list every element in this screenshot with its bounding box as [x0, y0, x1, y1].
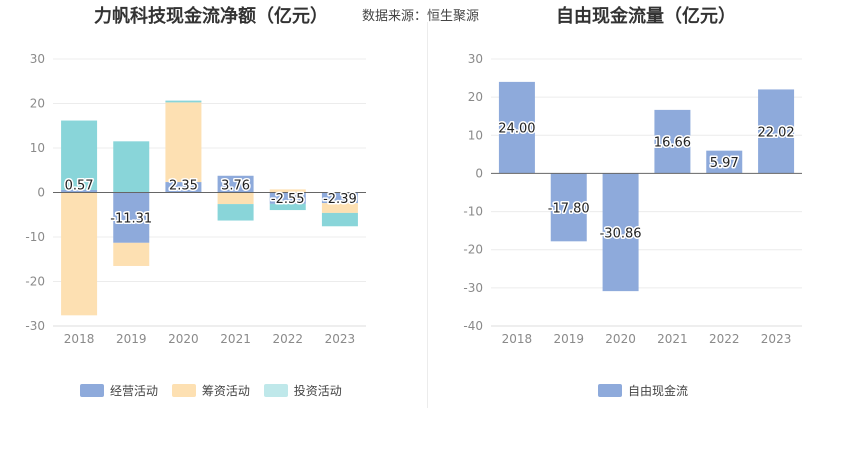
chart1-x-tick-label: 2022 [709, 332, 740, 346]
chart0-bar [61, 189, 98, 193]
chart0-bar [217, 192, 254, 205]
chart0-bar [217, 175, 254, 193]
chart0-bar [165, 100, 202, 103]
chart1-y-tick-label: -20 [463, 243, 483, 257]
chart1-data-label: -30.86 [600, 226, 642, 241]
chart0-x-tick-label: 2021 [220, 332, 251, 346]
chart0-bar [113, 192, 150, 243]
chart1-x-tick-label: 2019 [553, 332, 584, 346]
chart0-bar [113, 141, 150, 193]
chart1-y-tick-label: -30 [463, 281, 483, 295]
chart1-y-tick-label: 20 [468, 90, 483, 104]
chart0-data-label: -2.39 [323, 192, 357, 207]
legend-swatch-investing [263, 384, 288, 397]
chart0-x-tick-label: 2019 [116, 332, 147, 346]
legend-swatch-operating [80, 384, 104, 397]
chart0-x-tick-label: 2020 [168, 332, 199, 346]
chart0-bar [113, 242, 150, 266]
chart0-bar [321, 212, 358, 227]
chart0-bar [165, 102, 202, 183]
chart0-bar [269, 189, 306, 193]
chart1-data-label: 22.02 [757, 125, 794, 140]
chart1-data-label: 24.00 [498, 122, 535, 137]
right-chart-title: 自由现金流量（亿元） [556, 6, 736, 27]
chart1-bar [550, 173, 587, 242]
chart1-y-tick-label: 0 [475, 166, 483, 180]
legend-label-free-cash-flow: 自由现金流 [628, 384, 689, 398]
chart1-data-label: -17.80 [548, 201, 590, 216]
legend-label-financing: 筹资活动 [201, 384, 250, 398]
legend-item-financing[interactable]: 筹资活动 [171, 382, 250, 399]
chart0-bar [61, 192, 98, 316]
chart0-y-tick-label: 20 [30, 97, 45, 111]
chart1-bar [654, 109, 691, 174]
chart0-data-label: -2.55 [271, 192, 305, 207]
chart0-y-tick-label: -30 [25, 319, 45, 333]
legend-swatch-financing [171, 384, 196, 397]
chart0-bar [61, 120, 98, 190]
chart0-x-tick-label: 2018 [64, 332, 95, 346]
chart1-x-tick-label: 2023 [761, 332, 792, 346]
chart0-data-label: 2.35 [169, 179, 198, 194]
chart0-data-label: 3.76 [221, 179, 250, 194]
chart0-bar [217, 204, 254, 221]
right-chart-legend: 自由现金流 [598, 382, 698, 400]
legend-label-investing: 投资活动 [293, 384, 342, 398]
chart1-y-tick-label: 30 [468, 52, 483, 66]
chart0-bar [321, 192, 358, 204]
chart0-data-label: -11.31 [110, 212, 152, 227]
chart0-x-tick-label: 2023 [325, 332, 356, 346]
chart0-data-label: 0.57 [65, 179, 94, 194]
chart1-x-tick-label: 2020 [605, 332, 636, 346]
data-source-text: 数据来源：恒生聚源 [362, 9, 480, 24]
chart0-y-tick-label: 0 [37, 186, 45, 200]
legend-item-free-cash-flow[interactable]: 自由现金流 [598, 382, 688, 399]
chart0-y-tick-label: -20 [25, 275, 45, 289]
left-chart-title: 力帆科技现金流净额（亿元） [94, 6, 328, 27]
chart0-bar [321, 203, 358, 213]
legend-item-operating[interactable]: 经营活动 [80, 382, 158, 399]
legend-swatch-free-cash-flow [598, 384, 622, 397]
chart0-bar [269, 203, 306, 211]
chart0-y-tick-label: 10 [30, 141, 45, 155]
chart1-bar [498, 81, 535, 174]
chart1-y-tick-label: -10 [463, 205, 483, 219]
chart1-bar [706, 150, 743, 174]
chart1-bar [758, 89, 795, 174]
chart1-y-tick-label: -40 [463, 319, 483, 333]
chart1-y-tick-label: 10 [468, 128, 483, 142]
chart1-data-label: 16.66 [654, 136, 691, 151]
chart1-x-tick-label: 2018 [502, 332, 533, 346]
chart0-y-tick-label: -10 [25, 230, 45, 244]
legend-label-operating: 经营活动 [110, 384, 159, 398]
legend-item-investing[interactable]: 投资活动 [263, 382, 342, 399]
chart0-bar [165, 182, 202, 193]
chart0-bar [269, 192, 306, 204]
chart-divider [427, 22, 428, 408]
left-chart-legend: 经营活动 筹资活动 投资活动 [80, 382, 352, 400]
chart0-y-tick-label: 30 [30, 52, 45, 66]
chart1-x-tick-label: 2021 [657, 332, 688, 346]
chart1-data-label: 5.97 [710, 156, 739, 171]
chart0-x-tick-label: 2022 [272, 332, 303, 346]
chart1-bar [602, 173, 639, 292]
